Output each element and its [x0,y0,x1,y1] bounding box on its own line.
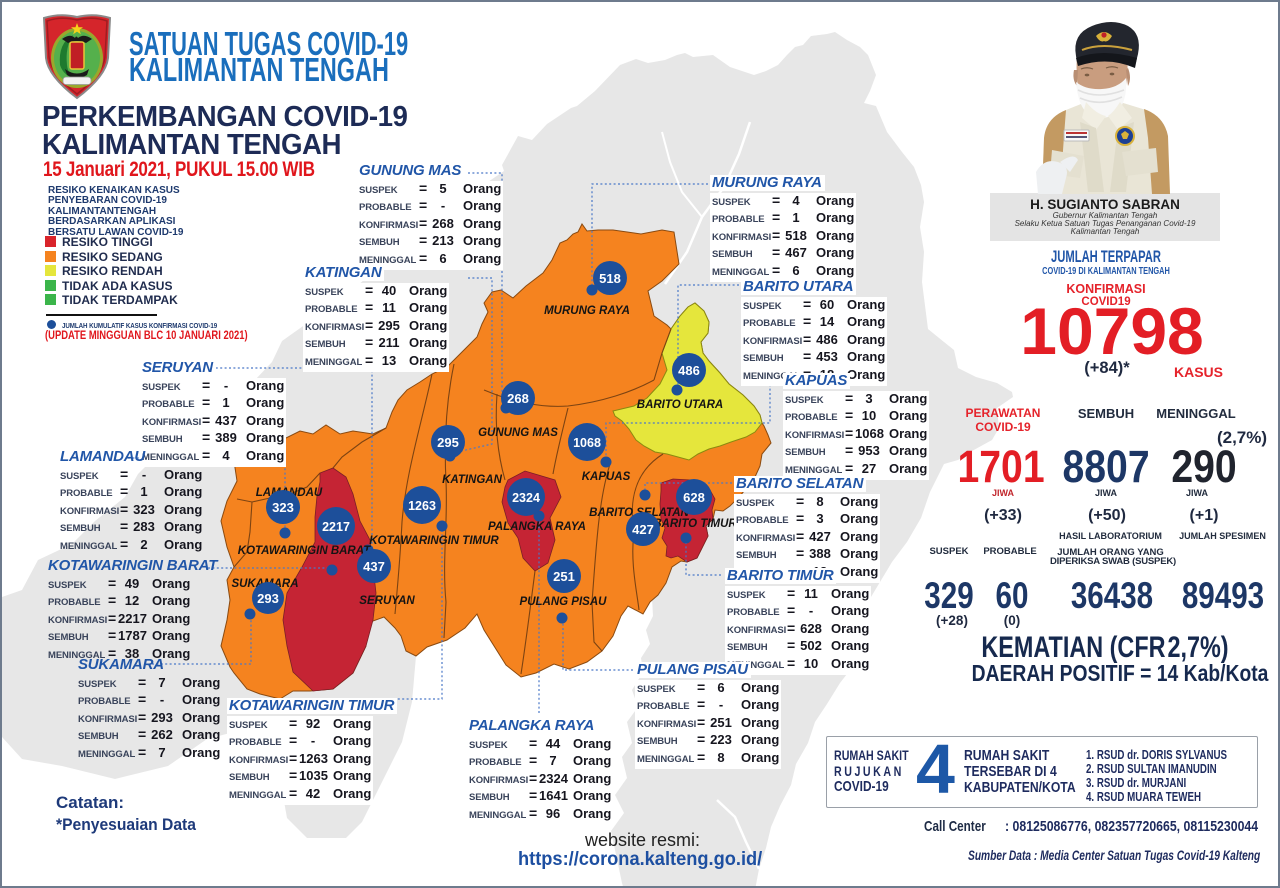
svg-text:BARITO TIMUR: BARITO TIMUR [653,518,737,530]
svg-text:KOTAWARINGIN BARAT: KOTAWARINGIN BARAT [238,545,371,557]
svg-text:BARITO UTARA: BARITO UTARA [637,399,723,411]
svg-text:427: 427 [632,522,654,537]
svg-text:1068: 1068 [573,436,601,450]
svg-text:293: 293 [257,591,279,606]
svg-text:MURUNG RAYA: MURUNG RAYA [544,305,630,317]
svg-text:323: 323 [272,500,294,515]
svg-text:1263: 1263 [408,499,436,513]
svg-text:268: 268 [507,391,529,406]
svg-text:PALANGKA RAYA: PALANGKA RAYA [488,521,586,533]
svg-text:2324: 2324 [512,491,540,505]
svg-text:KATINGAN: KATINGAN [442,474,503,486]
svg-text:PULANG PISAU: PULANG PISAU [520,596,608,608]
svg-text:KAPUAS: KAPUAS [582,471,631,483]
svg-text:437: 437 [363,559,385,574]
svg-text:GUNUNG MAS: GUNUNG MAS [478,427,558,439]
svg-text:628: 628 [683,490,705,505]
svg-text:486: 486 [678,363,700,378]
svg-text:2217: 2217 [322,520,350,534]
svg-text:295: 295 [437,435,459,450]
svg-text:KOTAWARINGIN TIMUR: KOTAWARINGIN TIMUR [369,535,499,547]
svg-text:518: 518 [599,271,621,286]
svg-text:SERUYAN: SERUYAN [359,595,415,607]
svg-text:251: 251 [553,569,575,584]
